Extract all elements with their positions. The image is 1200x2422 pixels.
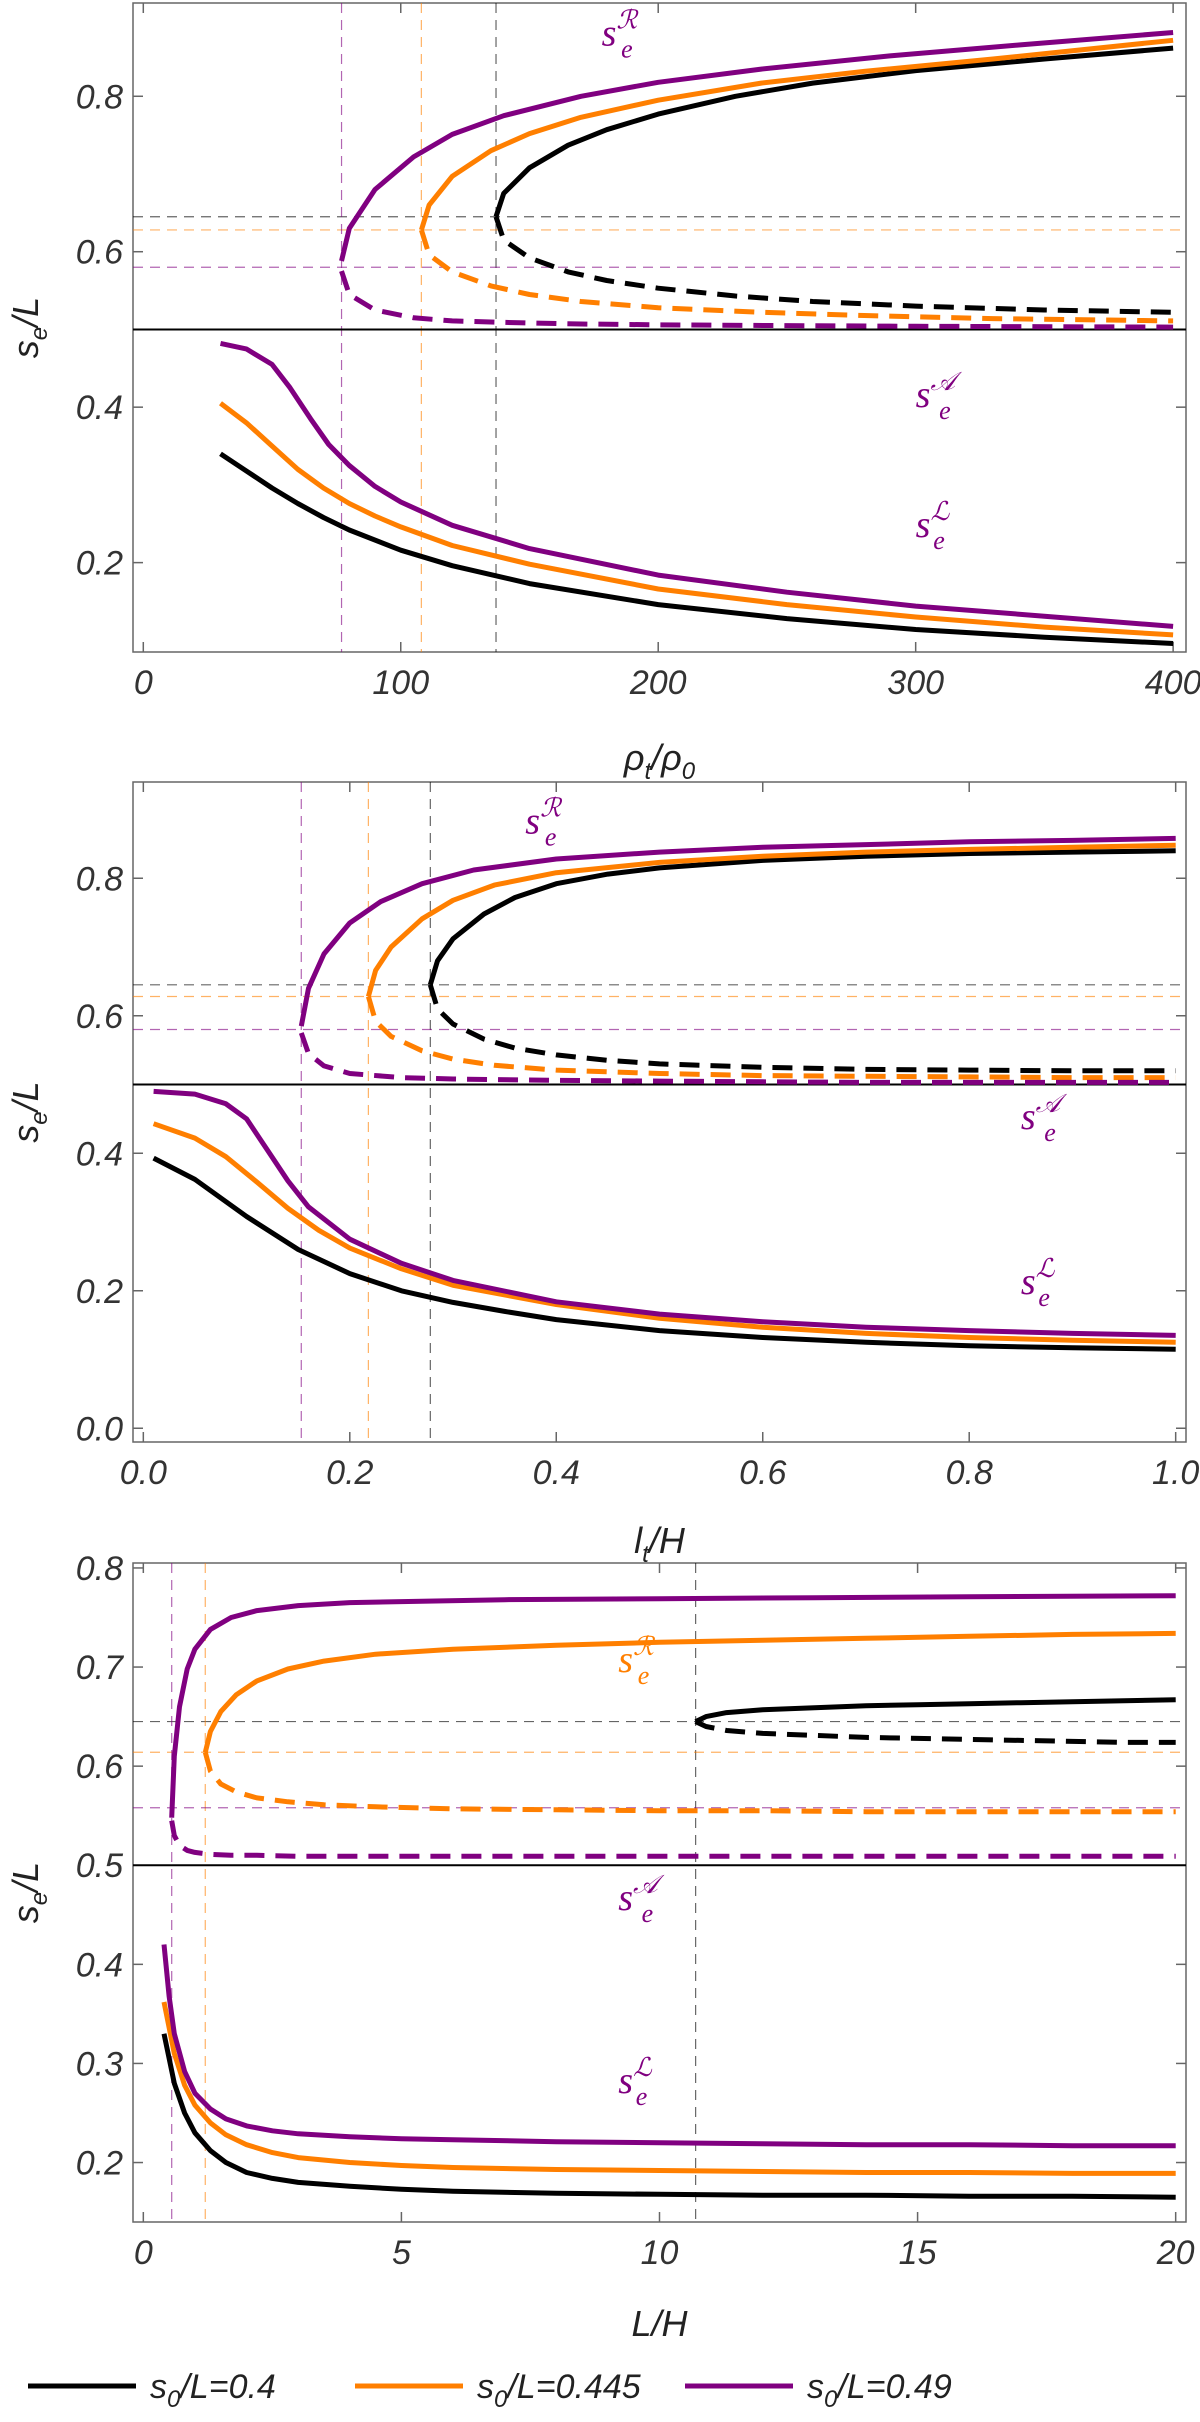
legend-entry: s0/L=0.445 — [355, 2368, 641, 2413]
x-tick-label: 0.4 — [533, 1454, 580, 1492]
annotation-seR: sℛ e — [618, 1632, 656, 1690]
curve-left-stable — [153, 1088, 1176, 1338]
annotation-seL: sℒ e — [1021, 1254, 1056, 1312]
x-tick-label: 0.6 — [739, 1454, 786, 1492]
y-tick-label: 0.2 — [76, 2145, 123, 2183]
x-axis-label: L/H — [631, 2303, 688, 2344]
curve-right-stable — [339, 30, 1174, 262]
curve-left-stable — [219, 451, 1174, 646]
y-axis-label: se/L — [5, 297, 53, 358]
y-tick-label: 0.5 — [76, 1847, 123, 1885]
curve-right-stable — [169, 1593, 1176, 1818]
legend: s0/L=0.4 s0/L=0.445 s0/L=0.49 — [28, 2368, 952, 2413]
x-tick-label: 0 — [134, 664, 153, 702]
panel-1: 0 100 200 300 400 0.2 0.4 0.6 0.8 sℛ e s𝒜 e sℒ e ρt/ρ0 s… — [5, 2, 1200, 785]
plot-frame — [132, 2, 1187, 653]
legend-label: s0/L=0.49 — [807, 2368, 952, 2413]
curve-left-stable — [152, 1121, 1176, 1345]
x-tick-label: 400 — [1145, 664, 1200, 702]
y-tick-label: 0.8 — [76, 1550, 123, 1588]
y-tick-label: 0.4 — [76, 1135, 123, 1173]
panel-3: 0 5 10 15 20 0.2 0.3 0.4 0.5 0.6 0.7 0.8 sℛ e s𝒜 e sℒ e L/… — [5, 1550, 1195, 2344]
y-tick-label: 0.2 — [76, 545, 123, 583]
curve-right-stable — [694, 1697, 1176, 1724]
curve-right-stable — [202, 1630, 1176, 1753]
y-tick-label: 0.3 — [76, 2045, 123, 2083]
y-axis-label: se/L — [5, 1862, 53, 1923]
legend-label: s0/L=0.445 — [477, 2368, 641, 2413]
curve-middle-unstable — [493, 215, 1174, 315]
curve-left-stable — [152, 1155, 1176, 1352]
annotation-seL: sℒ e — [916, 497, 951, 555]
y-tick-label: 0.6 — [76, 234, 123, 272]
plot-frame — [132, 781, 1187, 1443]
curve-middle-unstable — [365, 995, 1176, 1081]
x-tick-label: 200 — [629, 664, 687, 702]
curve-middle-unstable — [202, 1751, 1176, 1815]
curve-right-stable — [365, 842, 1176, 998]
x-tick-label: 20 — [1156, 2234, 1195, 2272]
curve-right-stable — [493, 45, 1174, 218]
y-axis-label: se/L — [5, 1081, 53, 1142]
x-tick-label: 300 — [887, 664, 944, 702]
annotation-seR: sℛ e — [602, 6, 640, 64]
x-tick-label: 100 — [372, 664, 429, 702]
curve-left-stable — [161, 1944, 1176, 2149]
legend-entry: s0/L=0.49 — [685, 2368, 952, 2413]
x-tick-label: 0.0 — [120, 1454, 167, 1492]
y-tick-label: 0.6 — [76, 1748, 123, 1786]
curve-middle-unstable — [419, 229, 1174, 324]
legend-entry: s0/L=0.4 — [28, 2368, 276, 2413]
curve-left-stable — [219, 340, 1174, 629]
x-tick-label: 0 — [134, 2234, 153, 2272]
annotation-seA: s𝒜 e — [916, 367, 963, 425]
y-tick-label: 0.2 — [76, 1273, 123, 1311]
curve-right-stable — [419, 37, 1174, 231]
curve-middle-unstable — [169, 1820, 1176, 1859]
legend-label: s0/L=0.4 — [150, 2368, 276, 2413]
y-tick-label: 0.4 — [76, 1946, 123, 1984]
x-axis-label: lt/H — [634, 1520, 686, 1568]
curve-right-stable — [427, 848, 1176, 986]
annotation-seL: sℒ e — [618, 2053, 653, 2111]
annotation-seR: sℛ e — [525, 794, 563, 852]
annotation-seA: s𝒜 e — [618, 1870, 665, 1928]
curve-middle-unstable — [694, 1719, 1176, 1745]
x-tick-label: 15 — [899, 2234, 937, 2272]
x-tick-label: 1.0 — [1152, 1454, 1199, 1492]
y-tick-label: 0.7 — [76, 1649, 124, 1687]
x-tick-label: 0.2 — [326, 1454, 373, 1492]
curve-middle-unstable — [339, 270, 1174, 330]
curve-left-stable — [161, 2033, 1176, 2200]
curve-middle-unstable — [427, 984, 1176, 1074]
y-tick-label: 0.0 — [76, 1410, 123, 1448]
curve-left-stable — [161, 2001, 1176, 2176]
curve-middle-unstable — [298, 1032, 1176, 1085]
curve-left-stable — [218, 401, 1174, 638]
y-tick-label: 0.8 — [76, 78, 123, 116]
x-tick-label: 0.8 — [946, 1454, 993, 1492]
x-tick-label: 10 — [641, 2234, 679, 2272]
plot-frame — [132, 1562, 1187, 2223]
y-tick-label: 0.6 — [76, 998, 123, 1036]
y-tick-label: 0.4 — [76, 389, 123, 427]
curve-right-stable — [298, 835, 1176, 1027]
y-tick-label: 0.8 — [76, 860, 123, 898]
annotation-seA: s𝒜 e — [1021, 1089, 1068, 1147]
x-axis-label: ρt/ρ0 — [623, 737, 696, 785]
x-tick-label: 5 — [392, 2234, 411, 2272]
panel-2: 0.0 0.2 0.4 0.6 0.8 1.0 0.0 0.2 0.4 0.6 0.8 sℛ e s𝒜 e s… — [5, 781, 1199, 1568]
